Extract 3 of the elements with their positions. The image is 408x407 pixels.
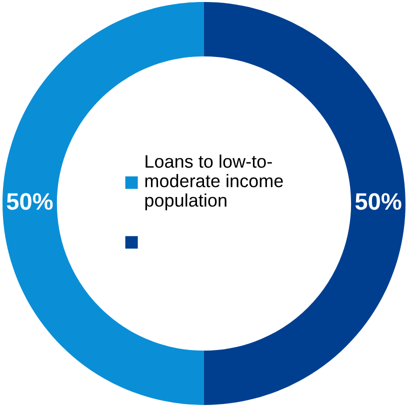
data-label: 50% bbox=[6, 193, 53, 210]
data-label: 50% bbox=[355, 193, 402, 210]
legend-label: Loans to low-to- moderate income population bbox=[145, 154, 283, 210]
